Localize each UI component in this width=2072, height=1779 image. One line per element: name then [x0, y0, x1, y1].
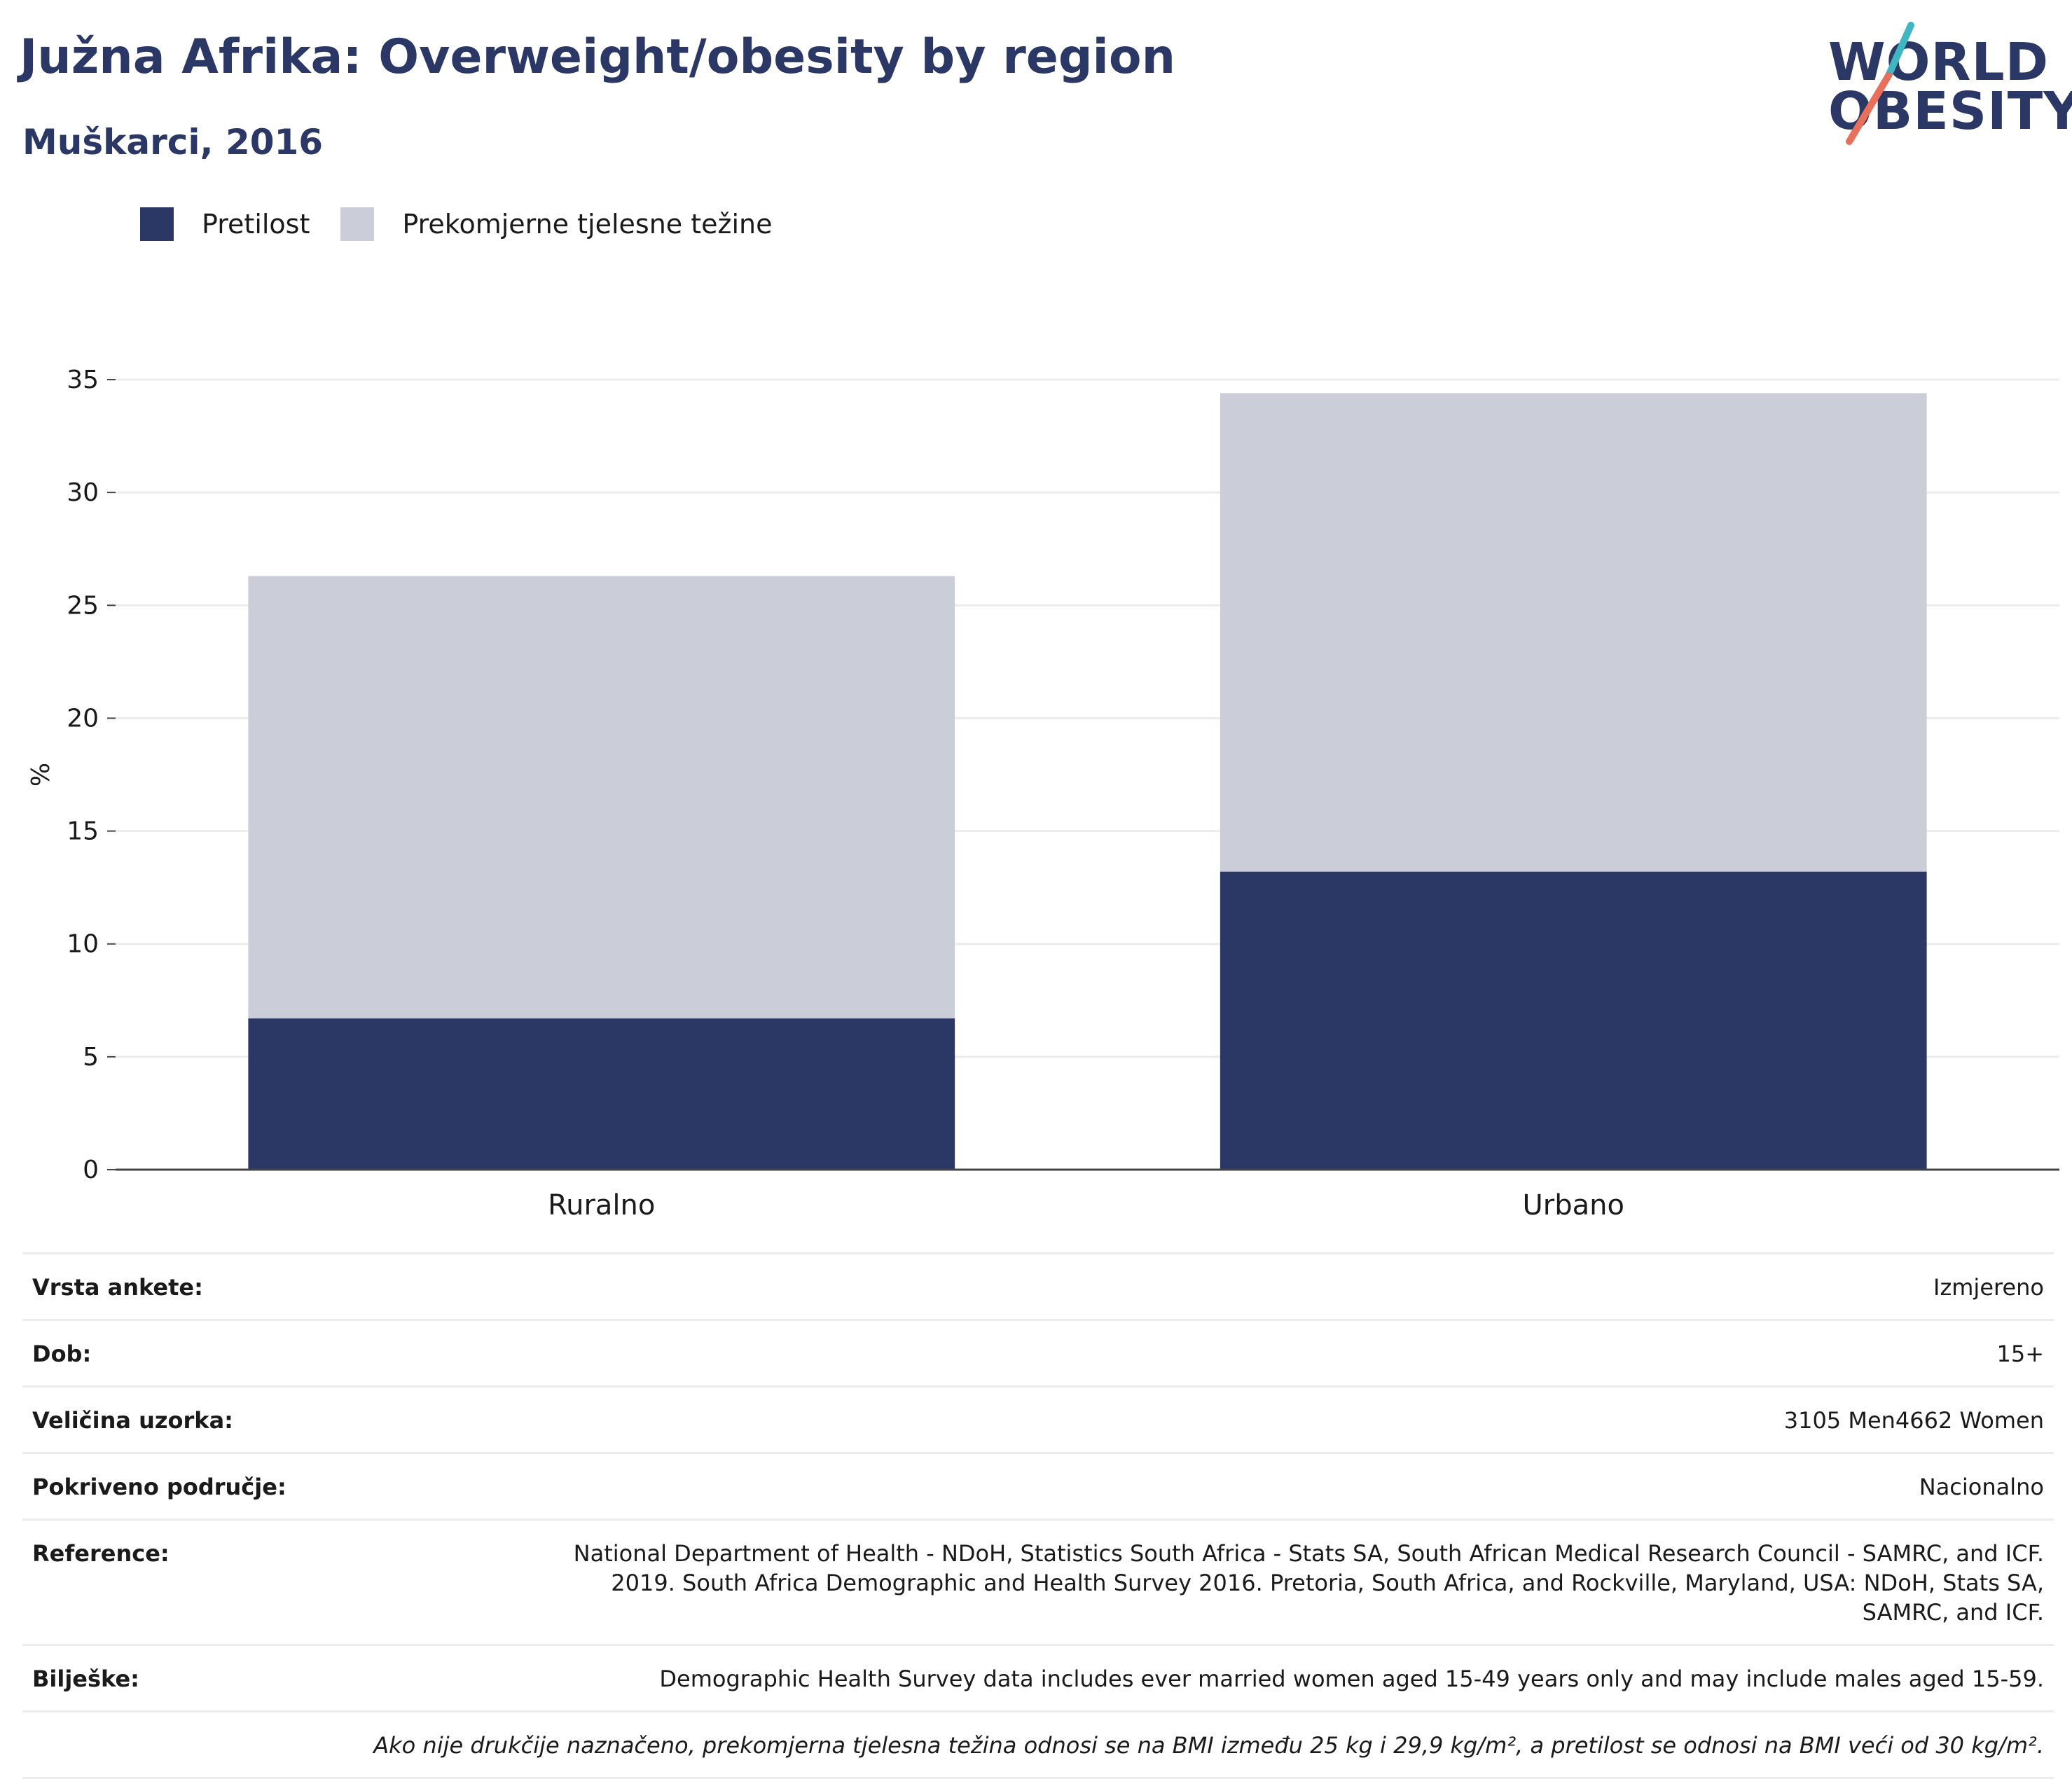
info-value: 15+: [1996, 1341, 2044, 1367]
y-tick-label: 20: [67, 704, 99, 733]
info-label: Pokriveno područje:: [32, 1474, 286, 1500]
x-category-label: Urbano: [1523, 1189, 1624, 1219]
legend-label-obesity: Pretilost: [202, 209, 310, 240]
logo-line-1: WORLD: [1828, 32, 2050, 92]
y-tick-label: 10: [67, 930, 99, 959]
logo-slash-icon: [1846, 22, 1914, 145]
info-row: Pokriveno područje: Nacionalno: [22, 1452, 2054, 1518]
info-label: Bilješke:: [32, 1666, 139, 1692]
y-tick-label: 35: [67, 366, 99, 394]
legend-swatch-obesity: [140, 207, 174, 241]
definition-footnote: Ako nije drukčije naznačeno, prekomjerna…: [22, 1710, 2054, 1779]
info-row: Bilješke: Demographic Health Survey data …: [22, 1644, 2054, 1710]
info-row: Vrsta ankete: Izmjereno: [22, 1252, 2054, 1319]
stacked-bar-chart: 0 5 10 15 20 25 30 35% Ruralno Urbano: [27, 366, 2059, 1219]
info-row: Veličina uzorka: 3105 Men4662 Women: [22, 1385, 2054, 1452]
legend-item-obesity[interactable]: Pretilost: [140, 207, 310, 241]
y-axis-label: %: [27, 763, 55, 787]
chart-subtitle: Muškarci, 2016: [22, 122, 324, 162]
y-tick-label: 15: [67, 817, 99, 846]
y-tick-label: 0: [83, 1156, 99, 1184]
survey-info-table: Vrsta ankete: Izmjereno Dob: 15+ Veličina uz…: [22, 1252, 2054, 1779]
world-obesity-logo: WORLD OBESITY: [1828, 21, 2072, 147]
info-row: Reference: National Department of Health …: [22, 1518, 2054, 1644]
info-value: Izmjereno: [1933, 1274, 2044, 1301]
info-label: Veličina uzorka:: [32, 1407, 233, 1434]
bar-segment: [248, 1018, 955, 1170]
bar-segment: [248, 576, 955, 1019]
bar-segment: [1220, 871, 1927, 1170]
legend-swatch-overweight: [340, 207, 375, 241]
x-category-label: Ruralno: [548, 1189, 655, 1219]
chart-title: Južna Afrika: Overweight/obesity by regi…: [20, 29, 1175, 85]
y-tick-label: 30: [67, 478, 99, 507]
info-label: Vrsta ankete:: [32, 1274, 203, 1301]
info-value: 3105 Men4662 Women: [1783, 1407, 2044, 1434]
legend-label-overweight: Prekomjerne tjelesne težine: [402, 209, 773, 240]
chart-legend: Pretilost Prekomjerne tjelesne težine: [140, 207, 803, 241]
legend-item-overweight[interactable]: Prekomjerne tjelesne težine: [340, 207, 773, 241]
y-tick-label: 25: [67, 591, 99, 620]
info-value: Nacionalno: [1919, 1474, 2044, 1500]
info-row: Dob: 15+: [22, 1319, 2054, 1385]
y-tick-label: 5: [83, 1043, 99, 1072]
bar-segment: [1220, 393, 1927, 872]
info-label: Reference:: [32, 1540, 170, 1567]
info-value: Demographic Health Survey data includes …: [659, 1666, 2044, 1692]
info-label: Dob:: [32, 1341, 92, 1367]
info-value: National Department of Health - NDoH, St…: [573, 1540, 2044, 1626]
